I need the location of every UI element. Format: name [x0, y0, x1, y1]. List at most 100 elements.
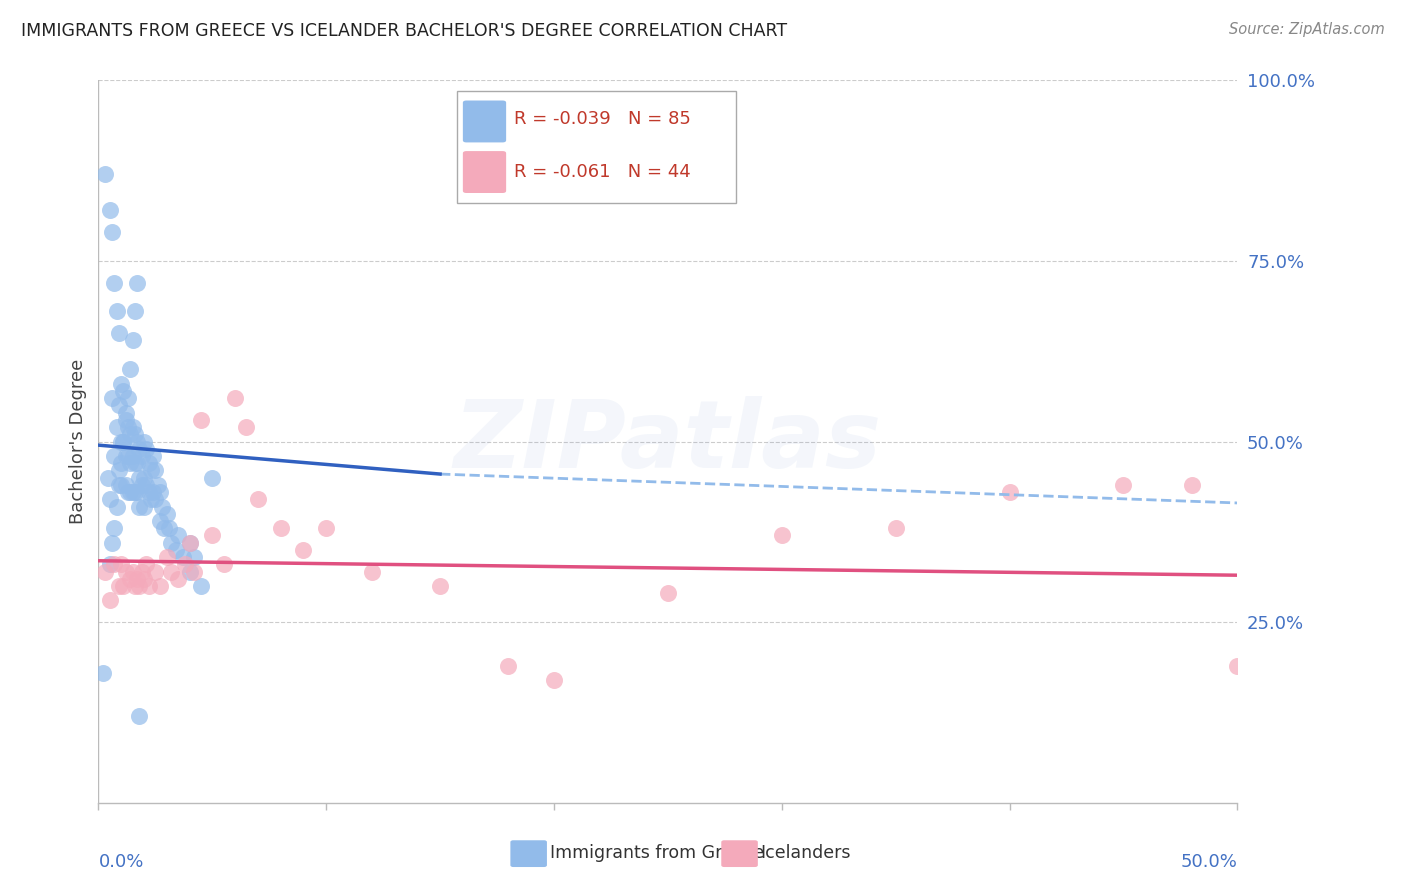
Point	[124, 304, 146, 318]
Point	[190, 413, 212, 427]
Point	[121, 485, 143, 500]
Point	[105, 420, 128, 434]
Point	[183, 565, 205, 579]
Point	[114, 406, 136, 420]
Point	[212, 558, 235, 572]
Point	[103, 449, 125, 463]
Point	[101, 535, 124, 549]
Point	[1226, 658, 1249, 673]
Point	[146, 478, 169, 492]
Text: Icelanders: Icelanders	[761, 844, 851, 862]
Point	[105, 500, 128, 514]
Point	[114, 565, 136, 579]
Point	[94, 167, 117, 181]
Text: ZIPatlas: ZIPatlas	[454, 395, 882, 488]
Point	[160, 565, 183, 579]
Point	[103, 558, 125, 572]
Point	[120, 485, 142, 500]
Point	[110, 558, 132, 572]
Point	[127, 434, 149, 449]
Point	[132, 572, 155, 586]
Point	[128, 470, 150, 484]
Point	[135, 442, 157, 456]
Point	[98, 593, 121, 607]
Point	[108, 398, 131, 412]
Point	[160, 535, 183, 549]
Point	[201, 470, 224, 484]
Point	[139, 463, 162, 477]
Text: Immigrants from Greece: Immigrants from Greece	[550, 844, 763, 862]
Point	[120, 572, 142, 586]
Point	[117, 485, 139, 500]
Point	[105, 304, 128, 318]
Text: 50.0%: 50.0%	[1181, 854, 1237, 871]
Point	[112, 384, 135, 398]
Point	[183, 550, 205, 565]
Point	[179, 535, 201, 549]
Point	[145, 565, 167, 579]
Point	[157, 521, 180, 535]
Point	[103, 521, 125, 535]
Point	[292, 542, 315, 557]
Point	[235, 420, 257, 434]
Point	[114, 449, 136, 463]
Point	[128, 500, 150, 514]
Point	[108, 326, 131, 340]
FancyBboxPatch shape	[457, 91, 737, 203]
Point	[96, 470, 118, 484]
Point	[121, 334, 143, 348]
Point	[124, 456, 146, 470]
Point	[121, 449, 143, 463]
Point	[142, 449, 165, 463]
Point	[139, 492, 162, 507]
Point	[103, 276, 125, 290]
Point	[138, 485, 160, 500]
Y-axis label: Bachelor's Degree: Bachelor's Degree	[69, 359, 87, 524]
Point	[167, 528, 190, 542]
Point	[149, 514, 172, 528]
FancyBboxPatch shape	[463, 151, 506, 193]
Point	[112, 434, 135, 449]
Point	[315, 521, 337, 535]
Point	[112, 434, 135, 449]
Text: Source: ZipAtlas.com: Source: ZipAtlas.com	[1229, 22, 1385, 37]
Point	[190, 579, 212, 593]
Point	[149, 485, 172, 500]
Point	[121, 565, 143, 579]
Point	[101, 391, 124, 405]
Point	[110, 376, 132, 391]
Point	[121, 420, 143, 434]
Point	[145, 492, 167, 507]
Point	[108, 579, 131, 593]
Text: R = -0.039   N = 85: R = -0.039 N = 85	[515, 110, 690, 128]
Point	[91, 665, 114, 680]
Point	[429, 579, 451, 593]
Point	[101, 225, 124, 239]
Point	[131, 449, 153, 463]
Point	[117, 449, 139, 463]
Point	[132, 434, 155, 449]
Point	[172, 550, 194, 565]
Point	[998, 485, 1021, 500]
Point	[770, 528, 793, 542]
Point	[128, 579, 150, 593]
Point	[360, 565, 382, 579]
Text: R = -0.061   N = 44: R = -0.061 N = 44	[515, 163, 690, 181]
Point	[246, 492, 269, 507]
Point	[150, 500, 173, 514]
Point	[114, 478, 136, 492]
Point	[110, 434, 132, 449]
Point	[149, 579, 172, 593]
Point	[127, 276, 149, 290]
Text: 0.0%: 0.0%	[98, 854, 143, 871]
Point	[657, 586, 679, 600]
Point	[124, 579, 146, 593]
Point	[128, 709, 150, 723]
Point	[108, 463, 131, 477]
Point	[110, 478, 132, 492]
FancyBboxPatch shape	[463, 101, 506, 143]
Point	[165, 542, 187, 557]
Point	[224, 391, 246, 405]
Point	[543, 673, 565, 687]
Point	[132, 470, 155, 484]
